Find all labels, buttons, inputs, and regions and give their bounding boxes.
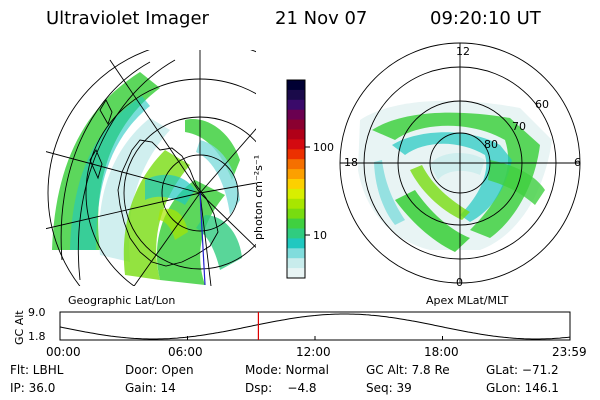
dsp-status: Dsp: −4.8 — [245, 381, 317, 395]
colorbar-unit-label: photon cm⁻²s⁻¹ — [252, 154, 265, 240]
colorbar — [286, 79, 306, 279]
mode-status: Mode: Normal — [245, 363, 329, 377]
colorbar-swatch — [287, 268, 305, 279]
gc-alt-timeline — [59, 311, 571, 341]
glat-status: GLat: −71.2 — [486, 363, 559, 377]
colorbar-swatch — [287, 228, 305, 239]
door-status: Door: Open — [125, 363, 194, 377]
mlt-label-12: 12 — [456, 45, 470, 58]
timeline-ylabel: GC Alt — [13, 310, 26, 345]
colorbar-swatch — [287, 218, 305, 229]
timeline-ymax: 9.0 — [28, 306, 46, 319]
geographic-map — [46, 50, 256, 286]
colorbar-swatch — [287, 208, 305, 220]
date-label: 21 Nov 07 — [275, 8, 368, 29]
colorbar-tick-10: 10 — [313, 229, 327, 242]
filter-status: Flt: LBHL — [10, 363, 64, 377]
gc-alt-status: GC Alt: 7.8 Re — [366, 363, 450, 377]
colorbar-frame — [286, 79, 306, 279]
mlt-label-18: 18 — [344, 156, 358, 169]
left-aurora-image — [52, 72, 242, 285]
colorbar-swatch — [287, 169, 305, 180]
colorbar-swatch — [287, 159, 305, 170]
apex-caption: Apex MLat/MLT — [426, 294, 509, 307]
meridians — [46, 50, 256, 286]
orbit-altitude-curve — [59, 313, 571, 340]
coastline — [89, 99, 219, 267]
mlt-label-0: 0 — [456, 276, 463, 289]
ip-status: IP: 36.0 — [10, 381, 56, 395]
time-label-0000: 00:00 — [46, 345, 81, 359]
lat-label-80: 80 — [484, 138, 498, 151]
mlt-label-6: 6 — [574, 156, 581, 169]
colorbar-swatch — [287, 188, 305, 200]
time-ticks — [59, 336, 571, 340]
seq-status: Seq: 39 — [366, 381, 412, 395]
gain-status: Gain: 14 — [125, 381, 176, 395]
glon-status: GLon: 146.1 — [486, 381, 559, 395]
colorbar-swatch — [287, 109, 305, 121]
time-label-1800: 18:00 — [424, 345, 459, 359]
right-aurora-image — [358, 100, 552, 252]
colorbar-swatch — [287, 238, 305, 249]
colorbar-swatch — [287, 139, 305, 150]
colorbar-swatch — [287, 129, 305, 140]
time-label: 09:20:10 UT — [430, 8, 541, 29]
colorbar-swatch — [287, 80, 305, 91]
colorbar-swatch — [287, 198, 305, 210]
colorbar-swatch — [287, 179, 305, 190]
colorbar-tick-100: 100 — [313, 141, 334, 154]
colorbar-swatch — [287, 99, 305, 111]
colorbar-swatch — [287, 149, 305, 160]
colorbar-swatch — [287, 248, 305, 259]
noon-meridian — [199, 192, 206, 286]
geographic-caption: Geographic Lat/Lon — [68, 294, 176, 307]
time-label-0600: 06:00 — [168, 345, 203, 359]
colorbar-swatch — [287, 89, 305, 101]
time-label-1200: 12:00 — [296, 345, 331, 359]
time-label-2359: 23:59 — [552, 345, 587, 359]
apex-polar-plot — [339, 42, 581, 284]
lat-label-60: 60 — [535, 98, 549, 111]
colorbar-swatch — [287, 119, 305, 130]
lat-label-70: 70 — [512, 120, 526, 133]
instrument-title: Ultraviolet Imager — [46, 8, 209, 29]
timeline-ymin: 1.8 — [28, 330, 46, 343]
colorbar-swatch — [287, 258, 305, 269]
